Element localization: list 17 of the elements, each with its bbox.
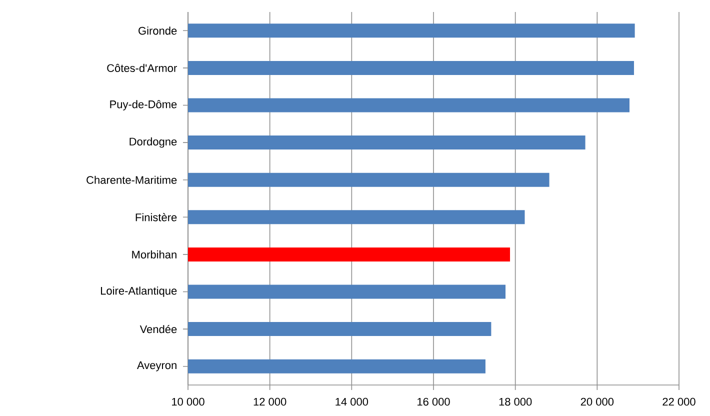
y-tick-label: Charente-Maritime <box>86 176 177 184</box>
x-tick-label: 22 000 <box>662 398 696 406</box>
x-tick-label: 18 000 <box>499 398 532 406</box>
y-tick-label: Morbihan <box>132 250 176 258</box>
y-tick-label: Finistère <box>136 213 177 222</box>
x-tick-label: 12 000 <box>254 398 286 406</box>
y-tick-label: Dordogne <box>130 137 177 148</box>
y-tick-label: Aveyron <box>136 361 176 372</box>
y-tick-label: Gironde <box>138 26 177 35</box>
x-tick-label: 16 000 <box>418 398 450 406</box>
y-tick-label: Loire-Atlantique <box>100 286 177 297</box>
y-tick-label: Vendée <box>140 324 177 334</box>
x-tick-label: 20 000 <box>580 398 614 406</box>
x-tick-label: 10 000 <box>172 398 204 406</box>
y-tick-label: Côtes-d'Armor <box>107 64 177 72</box>
y-tick-label: Puy-de-Dôme <box>110 100 177 110</box>
x-tick-label: 14 000 <box>336 398 368 406</box>
